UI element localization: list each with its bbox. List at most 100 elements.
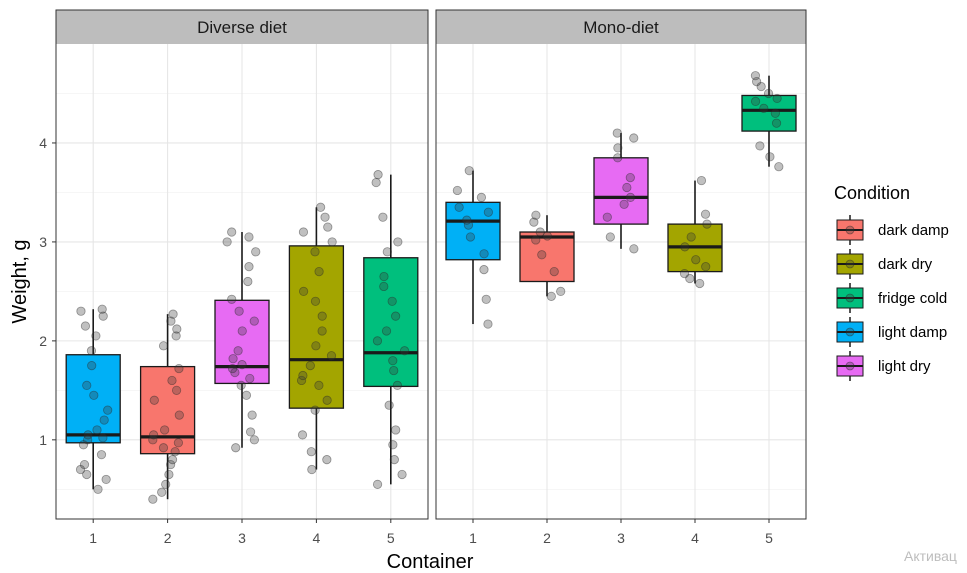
data-point bbox=[774, 162, 784, 172]
data-point bbox=[76, 306, 86, 316]
data-point bbox=[750, 71, 761, 81]
data-point bbox=[685, 273, 695, 284]
data-point bbox=[323, 222, 333, 232]
data-point bbox=[171, 385, 182, 395]
data-point bbox=[172, 324, 182, 334]
data-point bbox=[755, 141, 765, 151]
x-axis-title: Container bbox=[387, 551, 474, 573]
data-point bbox=[161, 479, 171, 489]
legend-label: dark damp bbox=[878, 222, 949, 239]
data-point bbox=[75, 464, 86, 475]
x-tick-label: 1 bbox=[89, 530, 97, 546]
data-point bbox=[322, 455, 332, 465]
data-point bbox=[222, 237, 232, 247]
y-tick-label: 3 bbox=[39, 234, 47, 250]
data-point bbox=[298, 227, 309, 237]
data-point bbox=[89, 390, 99, 400]
data-point bbox=[381, 326, 392, 336]
data-point bbox=[98, 311, 108, 321]
data-point bbox=[452, 185, 462, 196]
data-point bbox=[763, 88, 774, 99]
x-tick-label: 2 bbox=[543, 530, 551, 546]
data-point bbox=[298, 370, 308, 381]
data-point bbox=[531, 210, 541, 220]
data-point bbox=[629, 244, 639, 254]
data-point bbox=[382, 247, 392, 257]
data-point bbox=[236, 380, 246, 391]
data-point bbox=[148, 430, 159, 440]
data-point bbox=[759, 103, 769, 113]
data-point bbox=[629, 133, 639, 143]
data-point bbox=[379, 271, 389, 282]
data-point bbox=[160, 425, 170, 435]
data-point bbox=[78, 440, 89, 450]
data-point bbox=[602, 212, 612, 222]
data-point bbox=[752, 77, 762, 87]
data-point bbox=[535, 227, 545, 237]
panel-title: Diverse diet bbox=[197, 18, 287, 37]
data-point bbox=[227, 363, 238, 374]
data-point bbox=[556, 286, 566, 296]
legend-key-point bbox=[845, 225, 855, 235]
data-point bbox=[622, 182, 632, 193]
data-point bbox=[307, 464, 317, 475]
legend-item: light dry bbox=[836, 351, 931, 381]
legend-item: dark dry bbox=[836, 249, 933, 279]
data-point bbox=[249, 316, 259, 326]
data-point bbox=[612, 128, 622, 138]
data-point bbox=[310, 296, 321, 306]
data-point bbox=[82, 380, 92, 391]
data-point bbox=[322, 395, 332, 405]
data-point bbox=[314, 380, 324, 391]
data-point bbox=[92, 425, 102, 435]
data-point bbox=[691, 255, 701, 265]
x-tick-label: 1 bbox=[469, 530, 477, 546]
data-point bbox=[79, 459, 90, 470]
x-tick-label: 4 bbox=[691, 530, 699, 546]
data-point bbox=[479, 265, 489, 275]
y-tick-label: 4 bbox=[39, 135, 47, 151]
data-point bbox=[168, 309, 178, 319]
data-point bbox=[464, 166, 474, 176]
data-point bbox=[378, 212, 388, 222]
data-point bbox=[701, 262, 711, 272]
data-point bbox=[613, 153, 623, 163]
data-point bbox=[311, 341, 321, 351]
data-point bbox=[244, 232, 254, 242]
data-point bbox=[86, 346, 97, 356]
data-point bbox=[167, 375, 177, 386]
watermark-text: Активац bbox=[904, 548, 957, 564]
y-axis-title: Weight, g bbox=[9, 239, 31, 323]
data-point bbox=[317, 326, 327, 336]
panel-strip bbox=[436, 10, 806, 44]
data-point bbox=[695, 278, 705, 289]
data-point bbox=[82, 469, 92, 480]
data-point bbox=[388, 440, 398, 450]
data-point bbox=[391, 425, 401, 435]
data-point bbox=[393, 237, 403, 247]
data-point bbox=[373, 170, 383, 180]
data-point bbox=[166, 316, 176, 326]
x-tick-label: 5 bbox=[387, 530, 395, 546]
legend-label: light dry bbox=[878, 358, 931, 375]
data-point bbox=[765, 152, 775, 162]
data-point bbox=[97, 304, 107, 314]
data-point bbox=[227, 294, 237, 304]
box-light-dry bbox=[593, 157, 649, 225]
data-point bbox=[316, 202, 326, 212]
data-point bbox=[251, 247, 261, 257]
data-point bbox=[314, 267, 324, 277]
y-tick-label: 1 bbox=[39, 432, 47, 448]
data-point bbox=[625, 192, 636, 202]
legend-key-point bbox=[845, 293, 855, 303]
data-point bbox=[546, 291, 556, 301]
data-point bbox=[371, 177, 381, 188]
data-point bbox=[389, 365, 399, 376]
data-point bbox=[372, 479, 383, 489]
data-point bbox=[101, 474, 111, 485]
panel-title: Mono-diet bbox=[583, 18, 659, 37]
data-point bbox=[702, 219, 712, 229]
legend-label: dark dry bbox=[878, 256, 933, 273]
data-point bbox=[476, 192, 487, 202]
data-point bbox=[529, 217, 539, 227]
